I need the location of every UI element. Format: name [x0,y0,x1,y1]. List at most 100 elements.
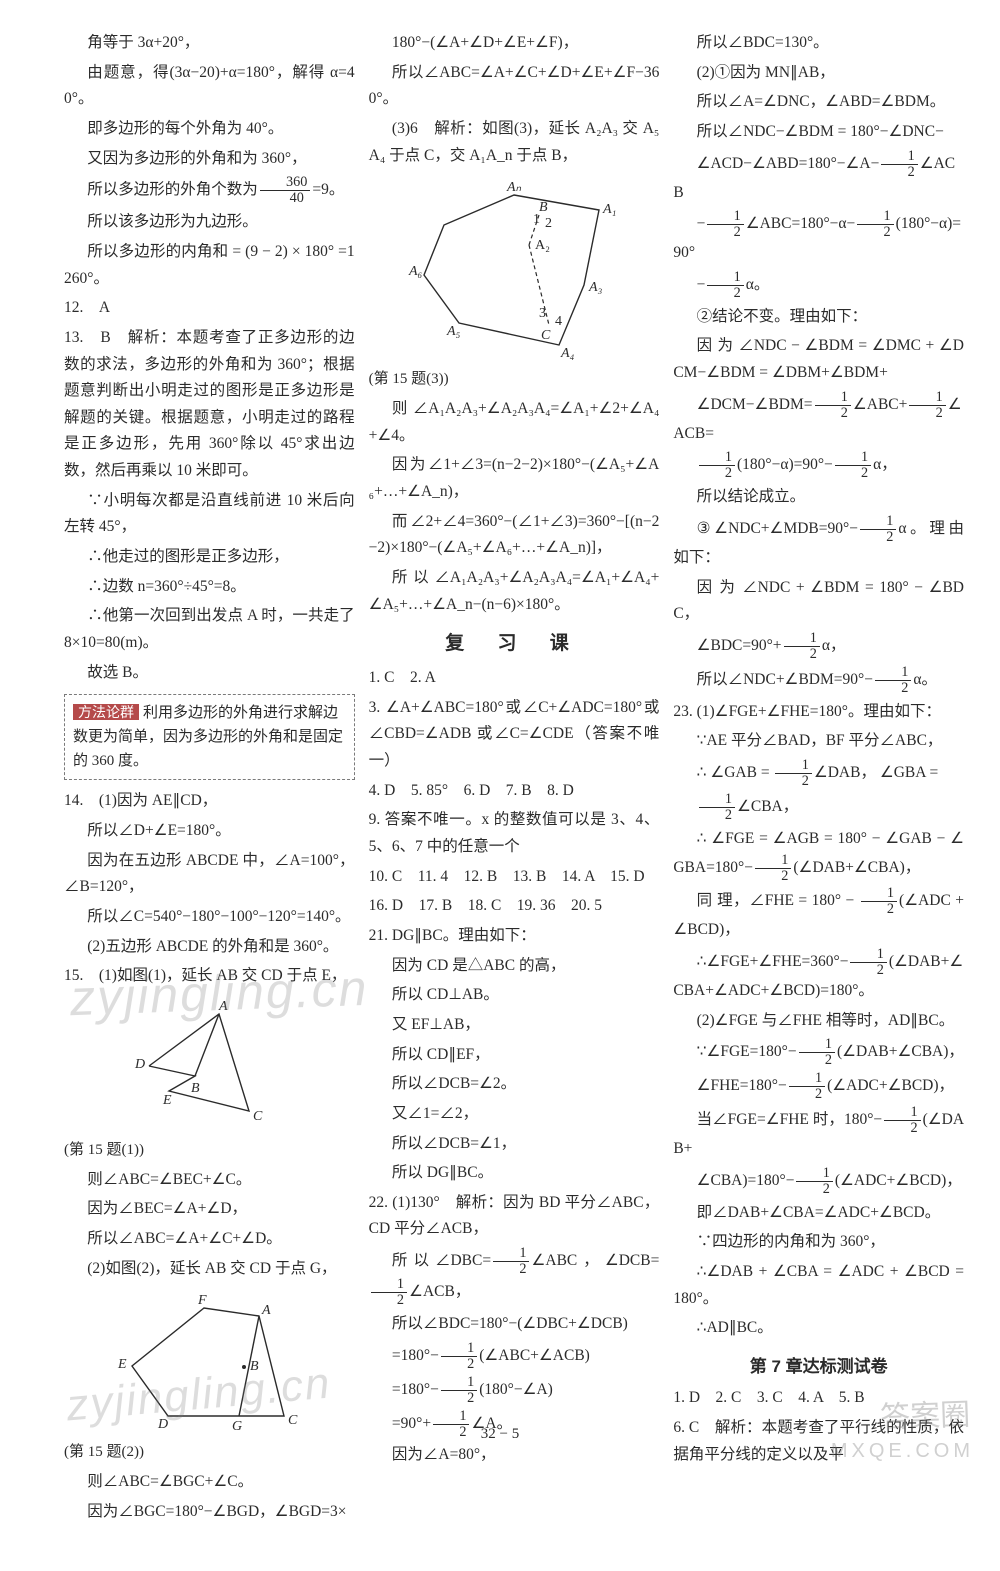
text: 因为在五边形 ABCDE 中，∠A=100°，∠B=120°， [64,848,355,901]
column-right: 所以∠BDC=130°。 (2)①因为 MN∥AB， 所以∠A=∠DNC，∠AB… [673,30,964,1529]
text: 因为 CD 是△ABC 的高， [369,953,660,980]
text: ∴ ∠GAB = 12∠DAB， ∠GBA = [673,758,964,789]
column-left: 角等于 3α+20°， 由题意，得(3α−20)+α=180°，解得 α=40°… [64,30,355,1529]
text: 所以∠C=540°−180°−100°−120°=140°。 [64,904,355,931]
svg-text:B: B [539,200,548,215]
text: 所以该多边形为九边形。 [64,209,355,236]
text: 所以∠DBC=12∠ABC，∠DCB=12∠ACB， [369,1246,660,1308]
svg-text:B: B [191,1081,200,1096]
text: ②结论不变。理由如下： [673,304,964,331]
text: =180°−12(180°−∠A) [369,1375,660,1406]
figure-15-1: A B C D E [119,996,299,1136]
text: 所以∠NDC−∠BDM = 180°−∠DNC− [673,119,964,146]
svg-text:D: D [134,1057,145,1072]
text: 所以∠DCB=∠1， [369,1131,660,1158]
svg-text:A: A [261,1303,271,1318]
text: ∠ACD−∠ABD=180°−∠A−12∠ACB [673,149,964,207]
text: ∵四边形的内角和为 360°， [673,1229,964,1256]
text: (2)五边形 ABCDE 的外角和是 360°。 [64,934,355,961]
text: (2)如图(2)，延长 AB 交 CD 于点 G， [64,1256,355,1283]
text: ∴边数 n=360°÷45°=8。 [64,574,355,601]
text: (2)①因为 MN∥AB， [673,60,964,87]
text: 因为∠A=80°， [369,1442,660,1469]
text: 又∠1=∠2， [369,1101,660,1128]
text: 180°−(∠A+∠D+∠E+∠F)， [369,30,660,57]
text: −12∠ABC=180°−α−12(180°−α)=90° [673,209,964,267]
answer-line: 1. C 2. A [369,665,660,692]
svg-text:2: 2 [545,216,552,231]
answer-line: 16. D 17. B 18. C 19. 36 20. 5 [369,893,660,920]
svg-text:3: 3 [539,306,546,321]
text: 角等于 3α+20°， [64,30,355,57]
figure-caption: (第 15 题(2)) [64,1440,355,1466]
text: 由题意，得(3α−20)+α=180°，解得 α=40°。 [64,60,355,113]
page: 角等于 3α+20°， 由题意，得(3α−20)+α=180°，解得 α=40°… [0,0,1000,1571]
answer-13: 13. B 解析：本题考查了正多边形的边数的求法，多边形的外角和为 360°；根… [64,325,355,485]
answer-line: 1. D 2. C 3. C 4. A 5. B [673,1385,964,1412]
text: 所以∠A=∠DNC，∠ABD=∠BDM。 [673,89,964,116]
text: 所以∠BDC=130°。 [673,30,964,57]
answer-23: 23. (1)∠FGE+∠FHE=180°。理由如下： [673,699,964,726]
text: 又因为多边形的外角和为 360°， [64,146,355,173]
text: =180°−12(∠ABC+∠ACB) [369,1341,660,1372]
figure-caption: (第 15 题(3)) [369,367,660,393]
text: 所以∠DCB=∠2。 [369,1071,660,1098]
text: 当∠FGE=∠FHE 时，180°−12(∠DAB+ [673,1105,964,1163]
text: 则∠ABC=∠BEC+∠C。 [64,1167,355,1194]
text: 所以多边形的外角个数为36040=9。 [64,175,355,206]
text: ∠DCM−∠BDM=12∠ABC+12∠ACB= [673,390,964,448]
answer-line: 4. D 5. 85° 6. D 7. B 8. D [369,778,660,805]
svg-text:A₂: A₂ [535,238,550,253]
svg-text:A₆: A₆ [408,264,423,279]
text: ∠CBA)=180°−12(∠ADC+∠BCD)， [673,1166,964,1197]
text: 则∠A₁A₂A₃+∠A₂A₃A₄=∠A₁+∠2+∠A₄+∠4。 [369,396,660,449]
text: ∵∠FGE=180°−12(∠DAB+∠CBA)， [673,1037,964,1068]
svg-text:4: 4 [555,314,562,329]
svg-text:E: E [117,1357,127,1372]
text: 即多边形的每个外角为 40°。 [64,116,355,143]
svg-text:F: F [197,1293,207,1308]
section-title-ch7: 第 7 章达标测试卷 [673,1352,964,1381]
text: 所以∠NDC+∠BDM=90°−12α。 [673,665,964,696]
text: (3)6 解析：如图(3)，延长 A₂A₃ 交 A₅A₄ 于点 C，交 A₁A_… [369,116,660,169]
svg-text:1: 1 [533,212,540,227]
text: 因为∠BGC=180°−∠BGD，∠BGD=3× [64,1499,355,1526]
column-middle: 180°−(∠A+∠D+∠E+∠F)， 所以∠ABC=∠A+∠C+∠D+∠E+∠… [369,30,660,1529]
text: (2)∠FGE 与∠FHE 相等时，AD∥BC。 [673,1008,964,1035]
text: 因为∠BEC=∠A+∠D， [64,1196,355,1223]
text: ∠FHE=180°−12(∠ADC+∠BCD)， [673,1071,964,1102]
svg-text:A₃: A₃ [588,280,603,295]
text: 所以结论成立。 [673,484,964,511]
answer-line: 10. C 11. 4 12. B 13. B 14. A 15. D [369,864,660,891]
answer-21: 21. DG∥BC。理由如下： [369,923,660,950]
text: 同 理，∠FHE = 180° − 12(∠ADC + ∠BCD)， [673,886,964,944]
svg-text:A₅: A₅ [446,324,461,339]
text: 12(180°−α)=90°−12α， [673,450,964,481]
section-title-review: 复 习 课 [369,628,660,661]
text: 所以 CD∥EF， [369,1042,660,1069]
text: ∴他走过的图形是正多边形， [64,544,355,571]
answer-line: 9. 答案不唯一。x 的整数值可以是 3、4、5、6、7 中的任意一个 [369,807,660,860]
text: 故选 B。 [64,660,355,687]
text: 因 为 ∠NDC − ∠BDM = ∠DMC + ∠DCM−∠BDM = ∠DB… [673,333,964,386]
answer-14: 14. (1)因为 AE∥CD， [64,788,355,815]
figure-15-3: Aₙ A₁ A₃ A₄ A₅ A₆ A₂ B C 1 2 3 4 [399,175,629,365]
text: 所以∠ABC=∠A+∠C+∠D。 [64,1226,355,1253]
text: 而∠2+∠4=360°−(∠1+∠3)=360°−[(n−2−2)×180°−(… [369,509,660,562]
text: ∵小明每次都是沿直线前进 10 米后向左转 45°， [64,488,355,541]
text: ∴ ∠FGE = ∠AGB = 180° − ∠GAB − ∠GBA=180°−… [673,826,964,884]
watermark: MXQE.COM [831,1440,974,1463]
svg-text:C: C [541,328,551,343]
text: 12∠CBA， [673,792,964,823]
text: ∴他第一次回到出发点 A 时，一共走了 8×10=80(m)。 [64,603,355,656]
figure-15-2: A B C D E F G [104,1288,314,1438]
text: 所以∠D+∠E=180°。 [64,818,355,845]
text: −12α。 [673,270,964,301]
text: 所以多边形的内角和 = (9 − 2) × 180° =1 260°。 [64,239,355,292]
text: ∴∠FGE+∠FHE=360°−12(∠DAB+∠CBA+∠ADC+∠BCD)=… [673,947,964,1005]
svg-text:E: E [162,1093,172,1108]
svg-text:Aₙ: Aₙ [506,180,522,195]
text: 则∠ABC=∠BGC+∠C。 [64,1469,355,1496]
svg-text:A₁: A₁ [602,202,616,217]
method-heading: 方法论群 [73,704,139,720]
